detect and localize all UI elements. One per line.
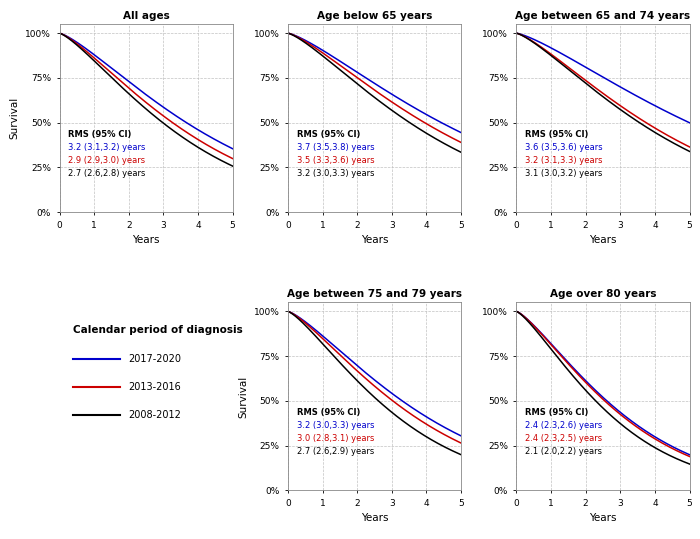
Text: 2.4 (2.3,2.6) years: 2.4 (2.3,2.6) years	[525, 421, 602, 430]
Text: 3.0 (2.8,3.1) years: 3.0 (2.8,3.1) years	[297, 434, 374, 443]
Text: 2.9 (2.9,3.0) years: 2.9 (2.9,3.0) years	[68, 156, 146, 165]
Text: 3.2 (3.0,3.3) years: 3.2 (3.0,3.3) years	[297, 169, 374, 178]
X-axis label: Years: Years	[589, 513, 617, 523]
Text: 2017-2020: 2017-2020	[129, 354, 182, 364]
Text: 2008-2012: 2008-2012	[129, 410, 181, 420]
Text: RMS (95% CI): RMS (95% CI)	[525, 408, 589, 417]
X-axis label: Years: Years	[589, 235, 617, 245]
Title: Age below 65 years: Age below 65 years	[317, 11, 432, 20]
Title: Age between 65 and 74 years: Age between 65 and 74 years	[515, 11, 690, 20]
Text: 3.2 (3.1,3.2) years: 3.2 (3.1,3.2) years	[68, 143, 146, 151]
Text: 3.5 (3.3,3.6) years: 3.5 (3.3,3.6) years	[297, 156, 375, 165]
Y-axis label: Survival: Survival	[238, 375, 248, 418]
Text: 2013-2016: 2013-2016	[129, 382, 181, 392]
X-axis label: Years: Years	[360, 513, 388, 523]
Text: RMS (95% CI): RMS (95% CI)	[525, 129, 589, 139]
Text: 3.2 (3.0,3.3) years: 3.2 (3.0,3.3) years	[297, 421, 374, 430]
Text: RMS (95% CI): RMS (95% CI)	[297, 129, 360, 139]
Title: Age between 75 and 79 years: Age between 75 and 79 years	[287, 289, 462, 299]
Title: Age over 80 years: Age over 80 years	[550, 289, 656, 299]
Text: RMS (95% CI): RMS (95% CI)	[297, 408, 360, 417]
Y-axis label: Survival: Survival	[10, 97, 20, 140]
Text: 2.4 (2.3,2.5) years: 2.4 (2.3,2.5) years	[525, 434, 602, 443]
Text: 2.7 (2.6,2.9) years: 2.7 (2.6,2.9) years	[297, 447, 374, 456]
Text: 3.1 (3.0,3.2) years: 3.1 (3.0,3.2) years	[525, 169, 603, 178]
Text: 2.7 (2.6,2.8) years: 2.7 (2.6,2.8) years	[68, 169, 146, 178]
Text: 3.6 (3.5,3.6) years: 3.6 (3.5,3.6) years	[525, 143, 603, 151]
Title: All ages: All ages	[122, 11, 169, 20]
Text: RMS (95% CI): RMS (95% CI)	[68, 129, 132, 139]
Text: Calendar period of diagnosis: Calendar period of diagnosis	[74, 325, 243, 335]
X-axis label: Years: Years	[360, 235, 388, 245]
Text: 3.2 (3.1,3.3) years: 3.2 (3.1,3.3) years	[525, 156, 603, 165]
X-axis label: Years: Years	[132, 235, 160, 245]
Text: 2.1 (2.0,2.2) years: 2.1 (2.0,2.2) years	[525, 447, 602, 456]
Text: 3.7 (3.5,3.8) years: 3.7 (3.5,3.8) years	[297, 143, 375, 151]
